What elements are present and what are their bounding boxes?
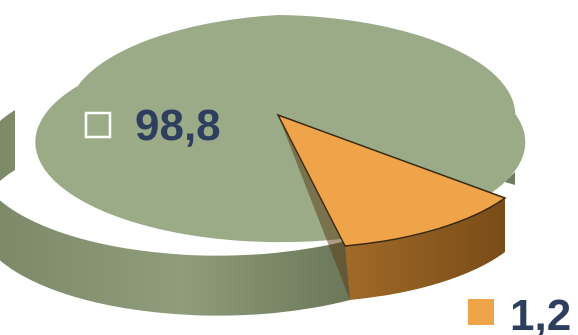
marker-small	[468, 299, 494, 325]
data-label-small: 1,2	[510, 291, 571, 335]
slice-small	[276, 113, 507, 247]
slice-side-small	[345, 198, 505, 300]
slice-side-large	[0, 110, 350, 316]
slice-small-edge	[278, 115, 350, 300]
marker-large	[84, 111, 112, 139]
slice-large-rim	[505, 172, 515, 185]
data-label-large: 98,8	[135, 101, 221, 150]
